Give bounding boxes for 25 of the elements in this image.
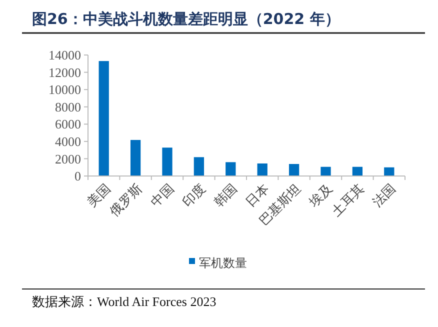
y-tick-label: 14000 [48,48,81,63]
source-note: 数据来源：World Air Forces 2023 [32,294,216,309]
y-tick-label: 12000 [48,64,81,80]
y-tick-label: 2000 [55,151,81,166]
bar [257,163,268,176]
chart-title: 图26：中美战斗机数量差距明显（2022 年） [32,10,340,28]
bar [98,61,109,176]
y-tick-label: 10000 [48,82,81,98]
x-tick-label: 印度 [179,180,209,210]
x-tick-label: 韩国 [212,181,241,210]
y-tick-label: 6000 [55,116,81,132]
y-tick-label: 4000 [55,134,81,149]
bar [130,140,141,176]
y-tick-label: 8000 [55,99,81,114]
x-tick-label: 中国 [148,181,178,210]
legend-label: 军机数量 [199,256,247,270]
bar [384,167,394,176]
y-tick-label: 0 [74,168,81,184]
bar [162,148,172,176]
bar [226,162,236,176]
x-tick-label: 法国 [370,181,400,210]
bar [194,157,204,176]
bar [320,166,331,176]
bar [288,164,300,176]
bar [352,166,363,176]
